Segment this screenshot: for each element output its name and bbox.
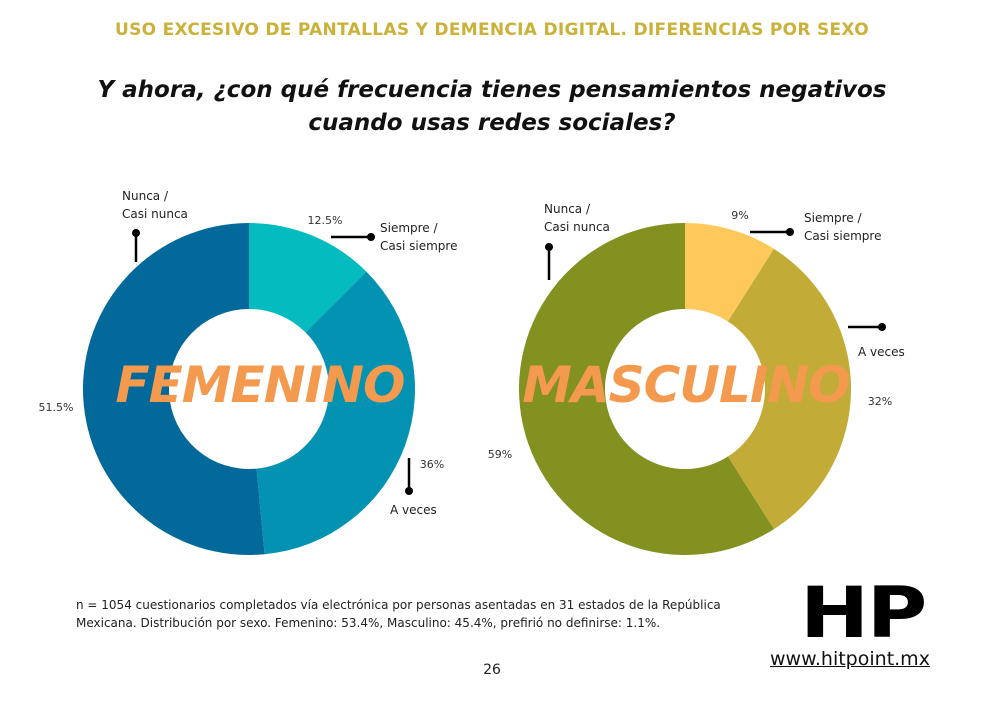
category-label-2: A veces bbox=[390, 503, 437, 517]
hp-logo: HP bbox=[800, 572, 927, 654]
footnote: n = 1054 cuestionarios completados vía e… bbox=[76, 596, 756, 632]
donut-slice-1 bbox=[249, 223, 367, 333]
question-line-2: cuando usas redes sociales? bbox=[308, 110, 676, 136]
donut-slice-1 bbox=[685, 223, 774, 322]
category-label-2: A veces bbox=[858, 345, 905, 359]
footnote-line-1: n = 1054 cuestionarios completados vía e… bbox=[76, 598, 721, 612]
leader-dot-2 bbox=[405, 487, 413, 495]
value-label-1: 9% bbox=[731, 209, 748, 222]
donut-slice-2 bbox=[256, 271, 416, 555]
category-label-1: Siempre / Casi siempre bbox=[380, 221, 457, 253]
donut-chart-1: 12.5% 36% 51.5% Siempre / Casi siempre A vece… bbox=[39, 189, 457, 555]
page-number: 26 bbox=[483, 662, 501, 678]
value-label-1: 12.5% bbox=[308, 214, 343, 227]
page-header-title: USO EXCESIVO DE PANTALLAS Y DEMENCIA DIG… bbox=[115, 20, 869, 40]
leader-dot-2 bbox=[878, 323, 886, 331]
category-label-3: Nunca / Casi nunca bbox=[122, 189, 188, 221]
leader-dot-3 bbox=[545, 243, 553, 251]
overlay-sex-label: MASCULINO bbox=[522, 356, 850, 414]
donut-chart-2: 9% 32% 59% Siempre / Casi siempre A veces Nunc… bbox=[488, 202, 905, 555]
category-label-3: Nunca / Casi nunca bbox=[544, 202, 610, 234]
leader-dot-1 bbox=[367, 233, 375, 241]
leader-dot-3 bbox=[132, 229, 140, 237]
leader-dot-1 bbox=[786, 228, 794, 236]
category-label-1: Siempre / Casi siempre bbox=[804, 211, 881, 243]
question-line-1: Y ahora, ¿con qué frecuencia tienes pens… bbox=[97, 77, 887, 103]
donut-slice-3 bbox=[518, 223, 774, 555]
website-link[interactable]: www.hitpoint.mx bbox=[770, 648, 930, 670]
donut-slice-2 bbox=[727, 248, 851, 530]
overlay-sex-label: FEMENINO bbox=[115, 356, 404, 414]
value-label-2: 36% bbox=[420, 458, 444, 471]
question-text: Y ahora, ¿con qué frecuencia tienes pens… bbox=[60, 74, 924, 140]
value-label-3: 51.5% bbox=[39, 401, 74, 414]
value-label-3: 59% bbox=[488, 448, 512, 461]
donut-slice-3 bbox=[82, 223, 265, 555]
value-label-2: 32% bbox=[868, 395, 892, 408]
footnote-line-2: Mexicana. Distribución por sexo. Femenin… bbox=[76, 616, 661, 630]
